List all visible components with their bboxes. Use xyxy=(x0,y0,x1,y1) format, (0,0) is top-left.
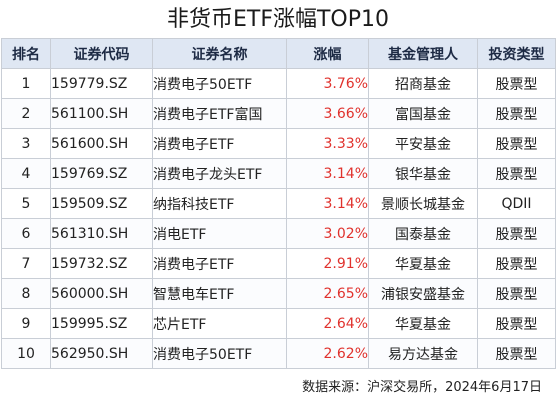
cell-change: 3.02% xyxy=(286,218,369,249)
header-type[interactable]: 投资类型 xyxy=(477,38,556,69)
cell-type: 股票型 xyxy=(477,338,556,369)
cell-change: 3.66% xyxy=(286,98,369,129)
cell-code: 159995.SZ xyxy=(50,308,153,339)
cell-name: 消费电子ETF xyxy=(152,128,287,159)
cell-name: 消费电子50ETF xyxy=(152,338,287,369)
header-name[interactable]: 证券名称 xyxy=(152,38,287,69)
cell-code: 159509.SZ xyxy=(50,188,153,219)
cell-type: 股票型 xyxy=(477,128,556,159)
cell-type: QDII xyxy=(477,188,556,219)
cell-rank: 6 xyxy=(1,218,51,249)
table-row[interactable]: 3 561600.SH 消费电子ETF 3.33% 平安基金 股票型 xyxy=(1,128,556,159)
table-header-row: 排名 证券代码 证券名称 涨幅 基金管理人 投资类型 xyxy=(1,38,556,69)
cell-manager: 银华基金 xyxy=(368,158,478,189)
header-rank[interactable]: 排名 xyxy=(1,38,51,69)
header-manager[interactable]: 基金管理人 xyxy=(368,38,478,69)
cell-change: 2.91% xyxy=(286,248,369,279)
cell-code: 561600.SH xyxy=(50,128,153,159)
table-row[interactable]: 2 561100.SH 消费电子ETF富国 3.66% 富国基金 股票型 xyxy=(1,98,556,129)
cell-name: 智慧电车ETF xyxy=(152,278,287,309)
cell-manager: 易方达基金 xyxy=(368,338,478,369)
cell-code: 561310.SH xyxy=(50,218,153,249)
cell-name: 消费电子50ETF xyxy=(152,68,287,99)
cell-name: 消费电子ETF xyxy=(152,248,287,279)
cell-code: 159779.SZ xyxy=(50,68,153,99)
cell-rank: 7 xyxy=(1,248,51,279)
cell-rank: 4 xyxy=(1,158,51,189)
cell-code: 159769.SZ xyxy=(50,158,153,189)
cell-type: 股票型 xyxy=(477,68,556,99)
cell-name: 消费电子龙头ETF xyxy=(152,158,287,189)
cell-type: 股票型 xyxy=(477,278,556,309)
cell-rank: 10 xyxy=(1,338,51,369)
cell-manager: 平安基金 xyxy=(368,128,478,159)
cell-change: 3.14% xyxy=(286,158,369,189)
cell-change: 2.62% xyxy=(286,338,369,369)
etf-ranking-table: 排名 证券代码 证券名称 涨幅 基金管理人 投资类型 1 159779.SZ 消费电… xyxy=(1,38,556,369)
cell-manager: 华夏基金 xyxy=(368,248,478,279)
cell-name: 消费电子ETF富国 xyxy=(152,98,287,129)
cell-code: 560000.SH xyxy=(50,278,153,309)
table-row[interactable]: 1 159779.SZ 消费电子50ETF 3.76% 招商基金 股票型 xyxy=(1,68,556,99)
table-body: 1 159779.SZ 消费电子50ETF 3.76% 招商基金 股票型 2 561100.S… xyxy=(1,68,556,369)
header-change[interactable]: 涨幅 xyxy=(286,38,369,69)
cell-change: 3.33% xyxy=(286,128,369,159)
cell-rank: 2 xyxy=(1,98,51,129)
cell-change: 2.64% xyxy=(286,308,369,339)
cell-rank: 9 xyxy=(1,308,51,339)
cell-manager: 招商基金 xyxy=(368,68,478,99)
cell-type: 股票型 xyxy=(477,98,556,129)
cell-rank: 5 xyxy=(1,188,51,219)
cell-name: 芯片ETF xyxy=(152,308,287,339)
cell-code: 561100.SH xyxy=(50,98,153,129)
table-row[interactable]: 8 560000.SH 智慧电车ETF 2.65% 浦银安盛基金 股票型 xyxy=(1,278,556,309)
cell-rank: 8 xyxy=(1,278,51,309)
cell-manager: 富国基金 xyxy=(368,98,478,129)
cell-change: 2.65% xyxy=(286,278,369,309)
cell-rank: 3 xyxy=(1,128,51,159)
cell-change: 3.14% xyxy=(286,188,369,219)
data-source-note: 数据来源：沪深交易所，2024年6月17日 xyxy=(302,380,542,395)
table-row[interactable]: 6 561310.SH 消电ETF 3.02% 国泰基金 股票型 xyxy=(1,218,556,249)
cell-type: 股票型 xyxy=(477,218,556,249)
cell-type: 股票型 xyxy=(477,248,556,279)
table-row[interactable]: 5 159509.SZ 纳指科技ETF 3.14% 景顺长城基金 QDII xyxy=(1,188,556,219)
cell-type: 股票型 xyxy=(477,158,556,189)
table-row[interactable]: 10 562950.SH 消费电子50ETF 2.62% 易方达基金 股票型 xyxy=(1,338,556,369)
cell-type: 股票型 xyxy=(477,308,556,339)
cell-code: 562950.SH xyxy=(50,338,153,369)
table-row[interactable]: 7 159732.SZ 消费电子ETF 2.91% 华夏基金 股票型 xyxy=(1,248,556,279)
header-code[interactable]: 证券代码 xyxy=(50,38,153,69)
cell-name: 纳指科技ETF xyxy=(152,188,287,219)
cell-manager: 国泰基金 xyxy=(368,218,478,249)
cell-manager: 浦银安盛基金 xyxy=(368,278,478,309)
table-row[interactable]: 9 159995.SZ 芯片ETF 2.64% 华夏基金 股票型 xyxy=(1,308,556,339)
cell-code: 159732.SZ xyxy=(50,248,153,279)
cell-manager: 景顺长城基金 xyxy=(368,188,478,219)
page-title: 非货币ETF涨幅TOP10 xyxy=(166,7,389,32)
cell-name: 消电ETF xyxy=(152,218,287,249)
cell-rank: 1 xyxy=(1,68,51,99)
cell-manager: 华夏基金 xyxy=(368,308,478,339)
cell-change: 3.76% xyxy=(286,68,369,99)
table-row[interactable]: 4 159769.SZ 消费电子龙头ETF 3.14% 银华基金 股票型 xyxy=(1,158,556,189)
